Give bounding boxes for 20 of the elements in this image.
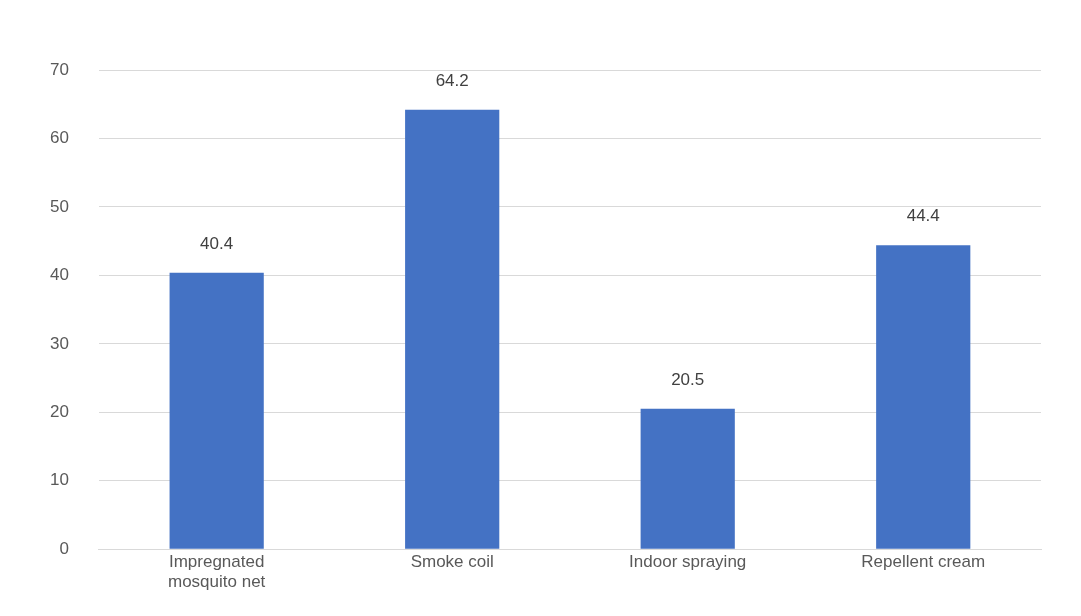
- y-tick-label: 70: [49, 59, 69, 79]
- x-tick-label: Indoor spraying: [629, 552, 747, 572]
- bar: [169, 272, 264, 549]
- x-tick-label: Impregnated mosquito net: [168, 552, 266, 592]
- y-tick-label: 10: [49, 470, 69, 490]
- bar: [640, 408, 735, 549]
- bar: [405, 109, 500, 549]
- bar: [876, 245, 971, 549]
- y-tick-label: 30: [49, 333, 69, 353]
- y-tick-label: 20: [49, 401, 69, 421]
- y-tick-label: 50: [49, 196, 69, 216]
- y-tick-label: 60: [49, 128, 69, 148]
- x-tick-label: Smoke coil: [410, 552, 494, 572]
- data-label: 64.2: [435, 70, 469, 90]
- data-label: 20.5: [671, 370, 705, 390]
- data-label: 40.4: [200, 233, 234, 253]
- y-tick-label: 40: [49, 265, 69, 285]
- x-tick-label: Repellent cream: [861, 552, 986, 572]
- data-label: 44.4: [906, 206, 940, 226]
- y-tick-label: 0: [59, 538, 69, 558]
